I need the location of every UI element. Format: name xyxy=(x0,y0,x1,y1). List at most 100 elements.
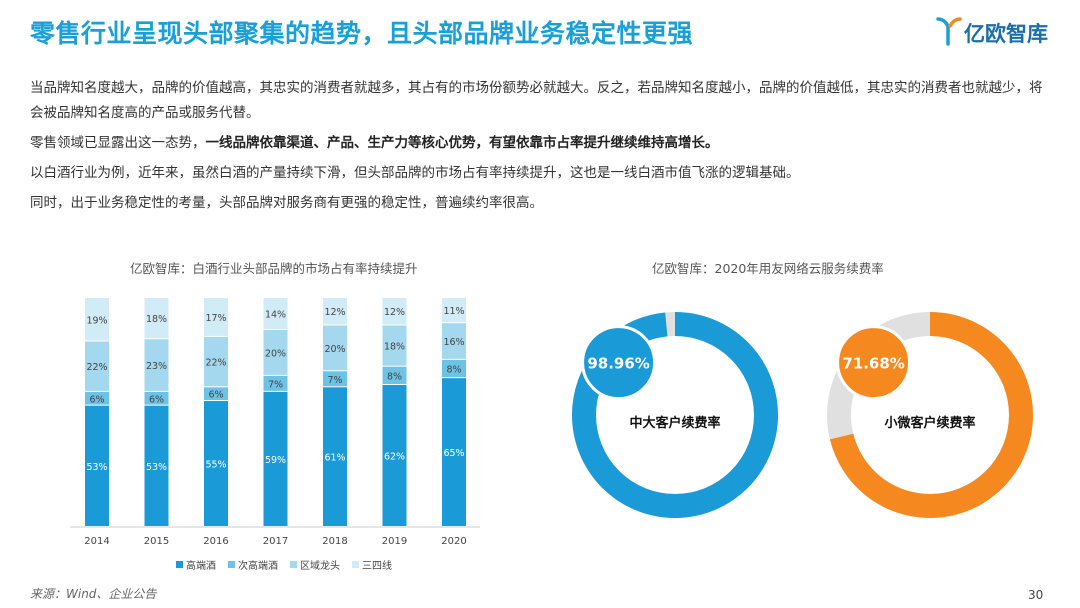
legend-item-cigaoduan: 次高端酒 xyxy=(228,557,278,572)
x-tick-label: 2019 xyxy=(382,536,407,547)
bar-segment xyxy=(323,387,347,526)
data-label: 22% xyxy=(205,358,226,369)
legend-label-quyu: 区域龙头 xyxy=(300,561,340,572)
paragraph-1: 当品牌知名度越大，品牌的价值越高，其忠实的消费者就越多，其占有的市场份额势必就越… xyxy=(30,80,1043,121)
bar-segment xyxy=(144,405,169,526)
data-label: 20% xyxy=(265,348,286,359)
bar-segment xyxy=(144,298,169,339)
logo-icon xyxy=(936,17,962,46)
bar-segment xyxy=(323,298,347,325)
bar-segment xyxy=(263,298,288,330)
donut-center-label: 小微客户续费率 xyxy=(884,415,975,431)
data-label: 22% xyxy=(86,362,107,373)
bar-segment xyxy=(85,341,109,391)
data-label: 17% xyxy=(205,313,226,324)
paragraph-2-start: 零售领域已显露出这一态势， xyxy=(30,135,206,151)
paragraph-2-bold: 一线品牌依靠渠道、产品、生产力等核心优势，有望依靠市占率提升继续维持高增长。 xyxy=(205,135,719,151)
legend-item-gaoduan: 高端酒 xyxy=(176,557,216,572)
value-bubble xyxy=(836,325,912,401)
paragraph-3: 以白酒行业为例，近年来，虽然白酒的产量持续下滑，但头部品牌的市场占有率持续提升，… xyxy=(30,165,800,181)
data-label: 6% xyxy=(149,394,164,405)
bar-segment xyxy=(382,298,407,325)
logo-text: 亿欧智库 xyxy=(964,22,1048,46)
paragraph-2: 零售领域已显露出这一态势，一线品牌依靠渠道、产品、生产力等核心优势，有望依靠市占… xyxy=(30,131,1055,156)
donut-center-label: 中大客户续费率 xyxy=(629,415,720,431)
data-label: 11% xyxy=(443,306,464,317)
legend-swatch-cigaoduan xyxy=(228,561,235,568)
page-number: 30 xyxy=(1028,588,1044,602)
bar-segment xyxy=(85,298,109,341)
legend-item-sansi: 三四线 xyxy=(352,557,392,572)
data-label: 55% xyxy=(205,460,226,471)
donut-chart-title: 亿欧智库：2020年用友网络云服务续费率 xyxy=(652,261,884,276)
bar-chart-title: 亿欧智库：白酒行业头部品牌的市场占有率持续提升 xyxy=(130,261,418,276)
bar-chart-legend: 高端酒 次高端酒 区域龙头 三四线 xyxy=(176,557,392,572)
bar-segment xyxy=(442,359,466,378)
data-label: 20% xyxy=(324,344,345,355)
logo: 亿欧智库 xyxy=(936,14,1066,50)
data-label: 7% xyxy=(268,379,283,390)
data-label: 61% xyxy=(324,453,345,464)
x-tick-label: 2016 xyxy=(203,536,228,547)
value-bubble xyxy=(581,325,657,401)
legend-label-cigaoduan: 次高端酒 xyxy=(238,561,278,572)
value-label: 98.96% xyxy=(587,355,649,373)
data-label: 62% xyxy=(384,452,405,463)
bar-segment xyxy=(442,298,466,323)
bar-chart: 53% 6% 22% 19% 2014 53% 6% 23% 18% 2015 55% 6% 22% 17… xyxy=(70,298,480,547)
source-note: 来源：Wind、企业公告 xyxy=(30,587,157,601)
bar-segment xyxy=(323,325,347,371)
data-label: 18% xyxy=(384,342,405,353)
donut-chart-large-clients: 98.96% 中大客户续费率 xyxy=(572,312,778,518)
data-label: 7% xyxy=(327,375,342,386)
page-title: 零售行业呈现头部聚集的趋势，且头部品牌业务稳定性更强 xyxy=(30,19,694,48)
data-label: 16% xyxy=(443,337,464,348)
bar-segment xyxy=(263,391,288,526)
bar-segment xyxy=(85,391,109,405)
bar-segment xyxy=(442,323,466,359)
legend-label-gaoduan: 高端酒 xyxy=(186,561,216,572)
data-label: 53% xyxy=(86,462,107,473)
data-label: 23% xyxy=(146,361,167,372)
bar-segment xyxy=(382,325,407,366)
body-text: 当品牌知名度越大，品牌的价值越高，其忠实的消费者就越多，其占有的市场份额势必就越… xyxy=(30,76,1055,221)
data-label: 14% xyxy=(265,310,286,321)
bar-segment xyxy=(204,401,228,526)
bar-segment xyxy=(263,330,288,375)
value-label: 71.68% xyxy=(842,355,904,373)
data-label: 19% xyxy=(86,315,107,326)
data-label: 12% xyxy=(384,307,405,318)
data-label: 59% xyxy=(265,455,286,466)
bar-segment xyxy=(323,371,347,387)
bar-segment xyxy=(382,366,407,385)
x-tick-label: 2017 xyxy=(263,536,288,547)
bar-segment xyxy=(442,378,466,526)
x-tick-label: 2014 xyxy=(84,536,109,547)
bar-segment xyxy=(144,339,169,391)
x-tick-label: 2020 xyxy=(441,536,466,547)
bar-segment xyxy=(204,387,228,401)
legend-label-sansi: 三四线 xyxy=(362,561,392,572)
data-label: 6% xyxy=(208,390,223,401)
legend-swatch-gaoduan xyxy=(176,561,183,568)
data-label: 53% xyxy=(146,462,167,473)
bar-segment xyxy=(204,336,228,387)
bar-segment xyxy=(204,298,228,336)
donut-arc xyxy=(572,312,778,518)
data-label: 6% xyxy=(89,394,104,405)
donut-chart-small-clients: 71.68% 小微客户续费率 xyxy=(827,312,1033,518)
bar-segment xyxy=(382,385,407,526)
legend-swatch-sansi xyxy=(352,561,359,568)
data-label: 12% xyxy=(324,307,345,318)
data-label: 8% xyxy=(387,371,402,382)
data-label: 8% xyxy=(446,364,461,375)
data-label: 65% xyxy=(443,448,464,459)
data-label: 18% xyxy=(146,314,167,325)
bar-segment xyxy=(144,391,169,405)
legend-swatch-quyu xyxy=(290,561,297,568)
bar-segment xyxy=(263,375,288,391)
x-tick-label: 2015 xyxy=(144,536,169,547)
donut-arc xyxy=(827,312,1033,518)
paragraph-4: 同时，出于业务稳定性的考量，头部品牌对服务商有更强的稳定性，普遍续约率很高。 xyxy=(30,195,543,211)
x-tick-label: 2018 xyxy=(322,536,347,547)
